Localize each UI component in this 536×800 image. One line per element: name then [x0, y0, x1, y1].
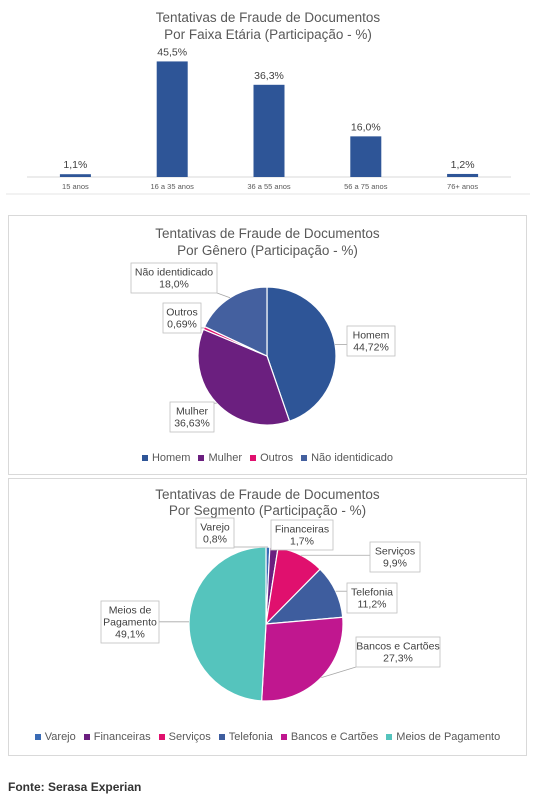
segment-label-box-financeiras [270, 519, 334, 551]
segment-legend-label-meios-de-pagamento: Meios de Pagamento [396, 731, 501, 743]
gender-label-homem-line-1: Homem [353, 330, 390, 342]
age-bar-56-a-75-anos [350, 136, 382, 177]
gender-legend-swatch-mulher [198, 455, 205, 462]
segment-label-telefonia-line-2: 11,2% [358, 599, 387, 611]
gender-legend-label-outros: Outros [260, 452, 294, 464]
segment-legend-swatch-telefonia [218, 734, 225, 741]
gender-legend-swatch-outros [250, 455, 257, 462]
gender-chart-title-line-1: Tentativas de Fraude de Documentos [155, 226, 380, 241]
segment-chart-title-line-2: Por Segmento (Participação - %) [168, 503, 367, 518]
age-bar-36-a-55-anos [253, 84, 285, 177]
segment-legend-swatch-bancos-e-cartoes [280, 734, 287, 741]
source-note: Fonte: Serasa Experian [8, 780, 142, 794]
segment-label-meios-de-pagamento-line-3: 49,1% [115, 629, 145, 641]
age-value-label-36-a-55-anos: 36,3% [254, 70, 284, 82]
segment-label-bancos-e-cartoes-line-2: 27,3% [383, 653, 413, 665]
segment-label-servicos-line-1: Serviços [375, 546, 415, 558]
gender-label-box-outros [162, 302, 202, 334]
age-tick-label-16-a-35-anos: 16 a 35 anos [151, 182, 195, 191]
gender-legend-swatch-homem [141, 455, 148, 462]
segment-legend-label-telefonia: Telefonia [228, 731, 273, 743]
segment-legend-swatch-meios-de-pagamento [386, 734, 393, 741]
segment-label-box-servicos [369, 541, 421, 573]
gender-label-mulher-line-2: 36,63% [174, 418, 210, 430]
age-value-label-15-anos: 1,1% [63, 159, 87, 171]
gender-legend-label-homem: Homem [151, 452, 191, 464]
gender-chart-panel: Tentativas de Fraude de Documentos Por G… [8, 215, 527, 475]
age-chart-panel: Tentativas de Fraude de Documentos Por F… [0, 0, 536, 196]
age-bar-15-anos [59, 174, 91, 177]
age-value-label-56-a-75-anos: 16,0% [351, 121, 381, 133]
gender-legend-label-mulher: Mulher [208, 452, 243, 464]
gender-legend-label-nao-identidicado: Não identidicado [311, 452, 394, 464]
segment-slice-bancos-e-cartoes [261, 616, 344, 702]
gender-label-box-nao-identidicado [130, 262, 218, 294]
gender-legend-item-homem: Homem [141, 452, 191, 464]
segment-legend: Varejo Financeiras Serviços Telefonia Bancos… [9, 731, 526, 743]
segment-legend-item-varejo: Varejo [34, 731, 76, 743]
gender-legend-swatch-nao-identidicado [301, 455, 308, 462]
segment-label-servicos-line-2: 9,9% [383, 558, 407, 570]
gender-label-homem-line-2: 44,72% [353, 342, 389, 354]
segment-label-telefonia-line-1: Telefonia [351, 587, 393, 599]
segment-legend-swatch-financeiras [83, 734, 90, 741]
gender-leader-nao-identidicado [216, 292, 231, 299]
segment-legend-item-servicos: Serviços [158, 731, 211, 743]
segment-label-meios-de-pagamento-line-2: Pagamento [103, 617, 157, 629]
gender-label-box-mulher [169, 401, 215, 433]
gender-legend-item-nao-identidicado: Não identidicado [301, 452, 393, 464]
age-value-label-16-a-35-anos: 45,5% [157, 46, 187, 58]
segment-legend-item-meios-de-pagamento: Meios de Pagamento [386, 731, 500, 743]
gender-label-mulher-line-1: Mulher [176, 406, 209, 418]
segment-legend-swatch-servicos [158, 734, 165, 741]
gender-label-outros-line-2: 0,69% [167, 319, 197, 331]
gender-slice-homem [266, 286, 337, 422]
age-chart-title-line-2: Por Faixa Etária (Participação - %) [164, 27, 372, 42]
age-bar-76-anos [447, 173, 479, 177]
age-chart-title-line-1: Tentativas de Fraude de Documentos [155, 10, 381, 25]
segment-legend-label-bancos-e-cartoes: Bancos e Cartões [290, 731, 379, 743]
gender-label-nao-identidicado-line-1: Não identidicado [135, 267, 213, 279]
segment-legend-swatch-varejo [34, 734, 41, 741]
segment-legend-item-financeiras: Financeiras [83, 731, 151, 743]
gender-label-nao-identidicado-line-2: 18,0% [159, 279, 189, 291]
segment-chart-title-line-1: Tentativas de Fraude de Documentos [155, 487, 380, 502]
segment-chart-panel: Tentativas de Fraude de Documentos Por S… [8, 478, 527, 756]
gender-legend: Homem Mulher Outros Não identidicado [9, 452, 526, 464]
segment-label-meios-de-pagamento-line-1: Meios de [109, 605, 152, 617]
segment-legend-item-bancos-e-cartoes: Bancos e Cartões [280, 731, 379, 743]
gender-legend-item-mulher: Mulher [198, 452, 242, 464]
segment-leader-bancos-e-cartoes [321, 666, 357, 678]
age-bar-16-a-35-anos [156, 61, 188, 177]
gender-label-box-homem [346, 325, 396, 357]
segment-label-varejo-line-1: Varejo [200, 522, 230, 534]
segment-legend-label-varejo: Varejo [44, 731, 76, 743]
gender-legend-item-outros: Outros [250, 452, 293, 464]
segment-label-varejo-line-2: 0,8% [203, 534, 227, 546]
gender-label-outros-line-1: Outros [166, 307, 198, 319]
segment-label-box-varejo [195, 517, 235, 549]
age-tick-label-36-a-55-anos: 36 a 55 anos [247, 182, 291, 191]
segment-legend-label-servicos: Serviços [168, 731, 211, 743]
segment-legend-label-financeiras: Financeiras [93, 731, 151, 743]
segment-label-box-telefonia [346, 582, 398, 614]
segment-slice-meios-de-pagamento [188, 546, 267, 702]
age-tick-label-15-anos: 15 anos [62, 182, 89, 191]
segment-label-financeiras-line-1: Financeiras [275, 524, 329, 536]
age-value-label-76-anos: 1,2% [451, 159, 475, 171]
segment-label-bancos-e-cartoes-line-1: Bancos e Cartões [356, 641, 439, 653]
segment-label-box-meios-de-pagamento [100, 600, 160, 644]
segment-label-box-bancos-e-cartoes [355, 636, 441, 668]
gender-slice-mulher [197, 328, 291, 426]
age-tick-label-56-a-75-anos: 56 a 75 anos [344, 182, 388, 191]
age-tick-label-76-anos: 76+ anos [447, 182, 478, 191]
segment-label-financeiras-line-2: 1,7% [290, 536, 314, 548]
gender-chart-title-line-2: Por Gênero (Participação - %) [177, 243, 358, 258]
segment-legend-item-telefonia: Telefonia [218, 731, 273, 743]
age-bar-chart: 1,1% 15 anos 45,5% 16 a 35 anos 36,3% 36 a 55… [6, 46, 530, 195]
